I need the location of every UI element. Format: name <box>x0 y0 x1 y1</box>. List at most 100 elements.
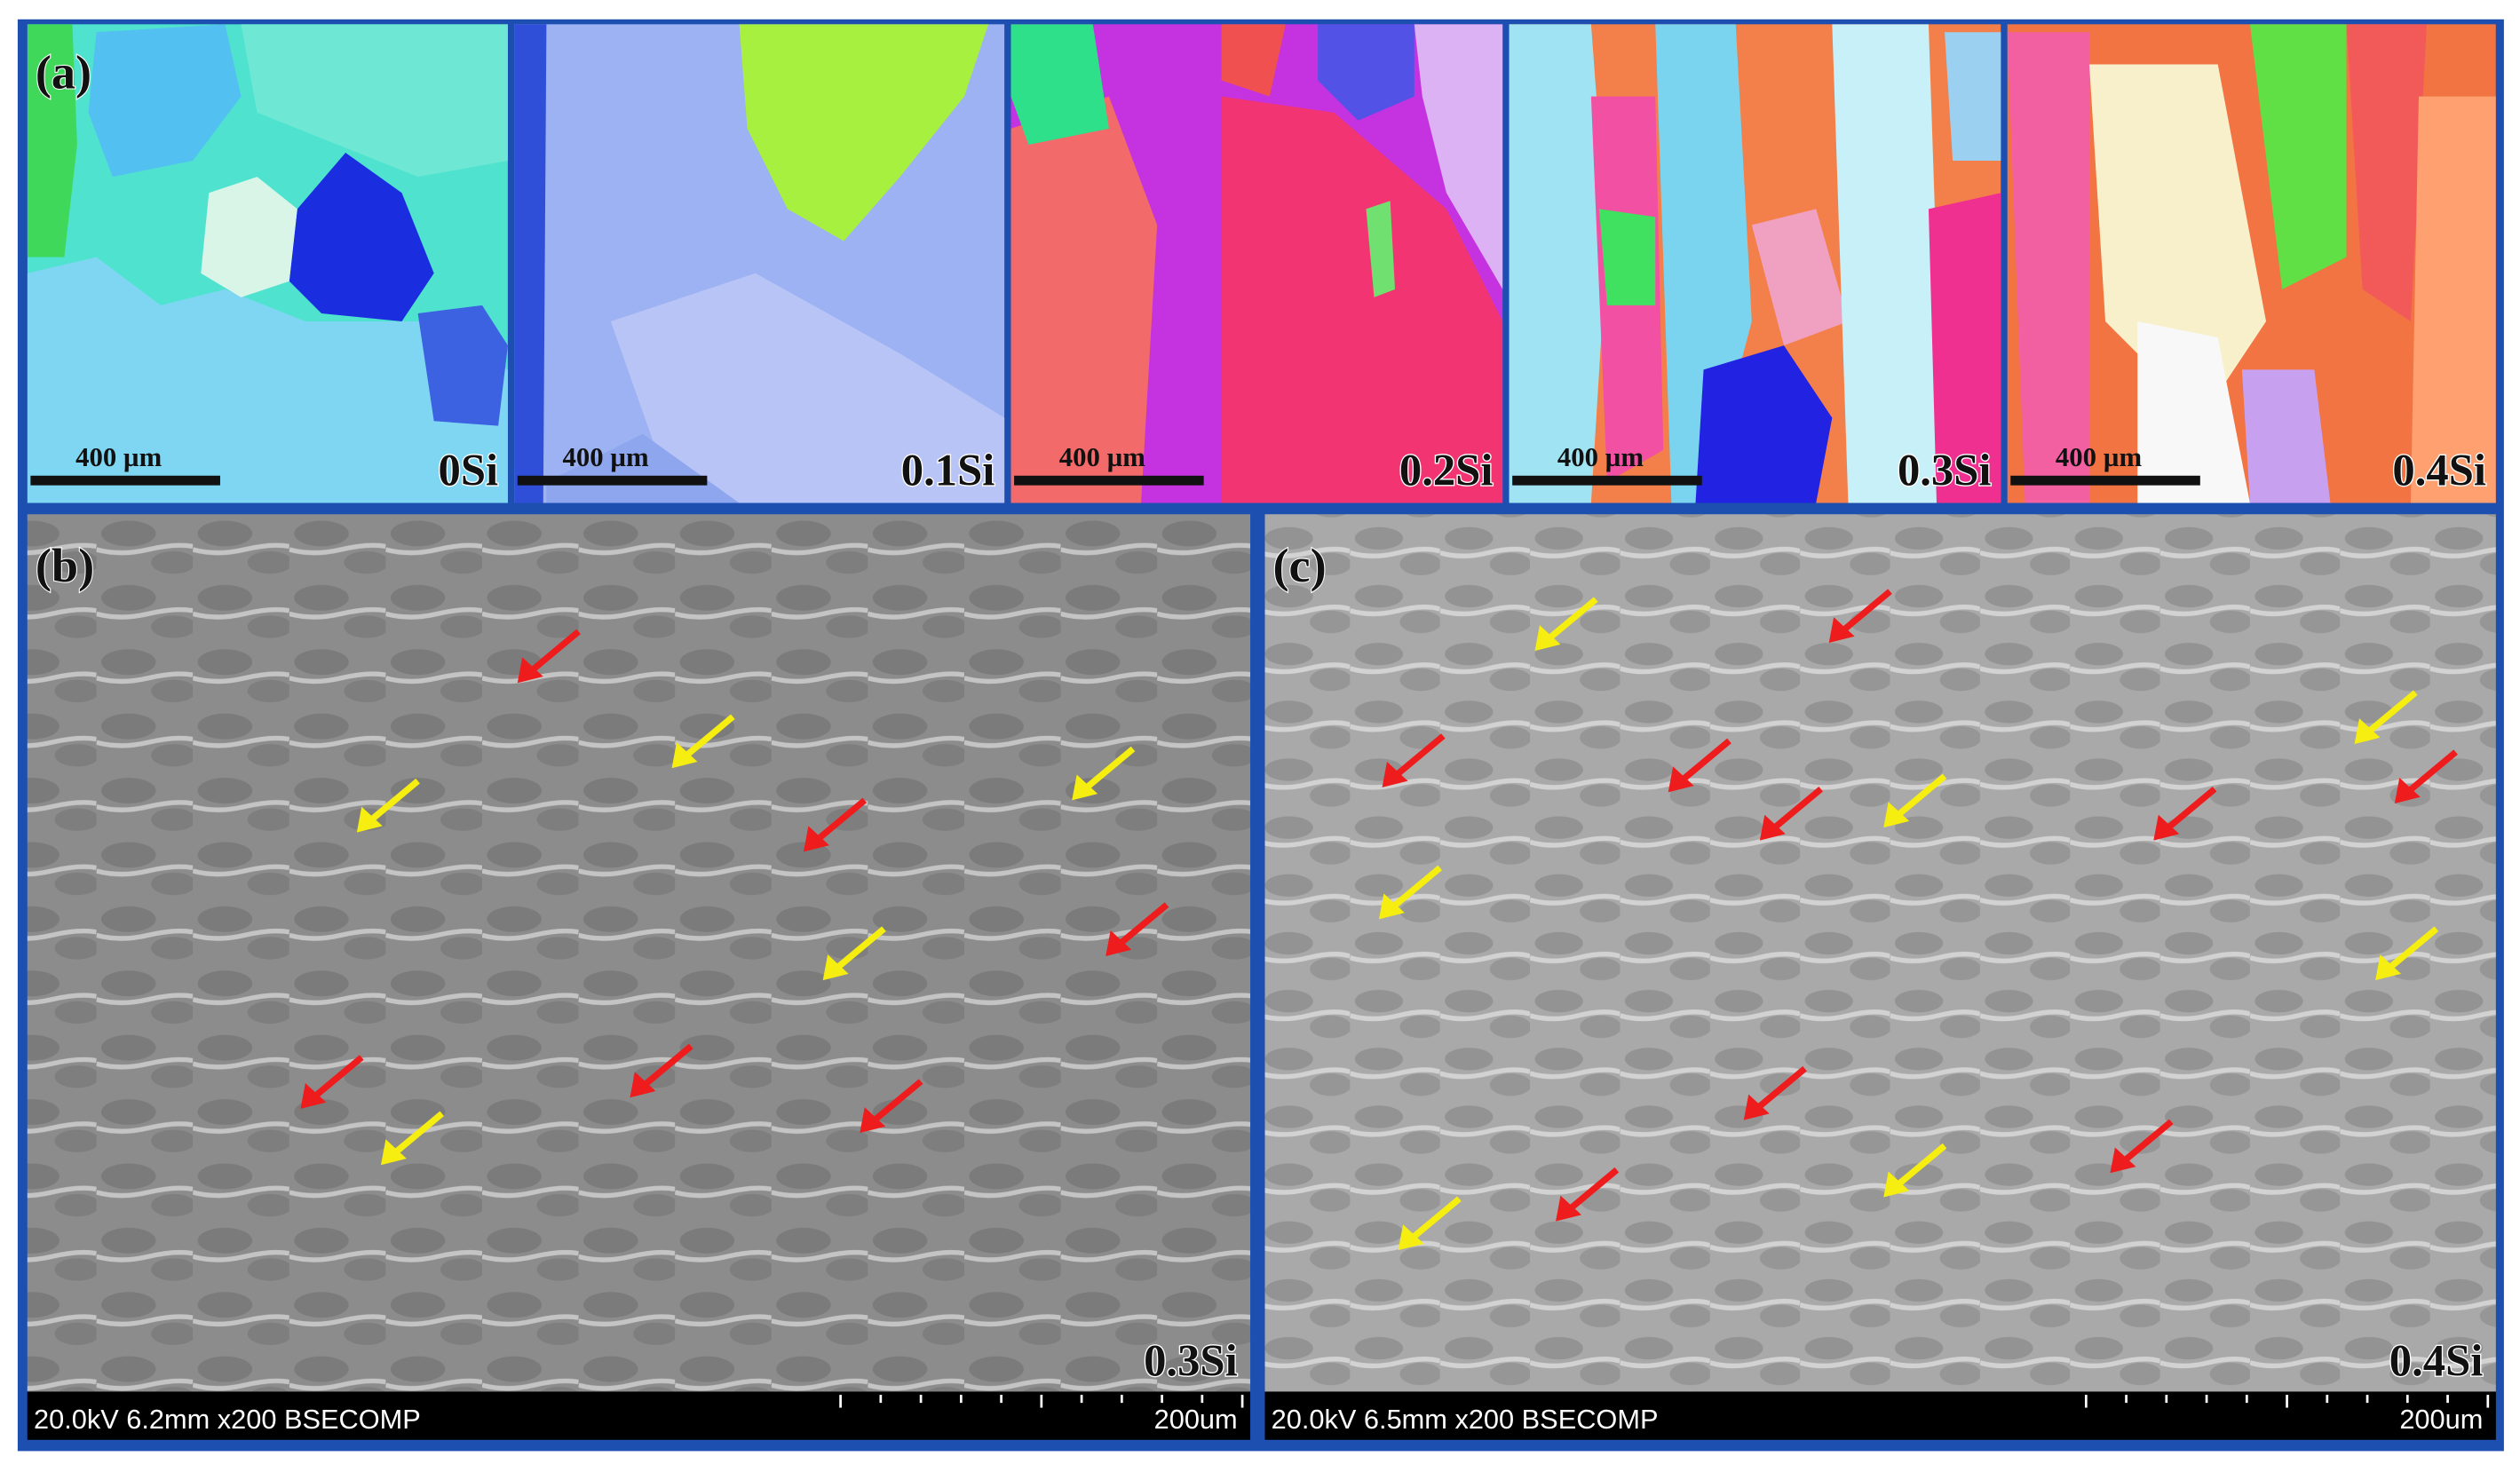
arrow-head <box>630 1072 656 1098</box>
arrow-shaft <box>1408 1196 1462 1242</box>
arrow-shaft <box>1566 1167 1620 1213</box>
arrow-head <box>803 826 829 852</box>
arrow-head <box>300 1082 327 1109</box>
grain <box>88 24 242 178</box>
grain <box>1221 96 1503 503</box>
grain <box>1414 24 1503 289</box>
info-bar <box>27 1391 1251 1440</box>
grain <box>1945 32 2001 162</box>
composition-label: 0.3Si <box>1898 446 1992 495</box>
arrow-head <box>380 1139 407 1166</box>
arrow-head <box>1883 802 1910 828</box>
arrow-shaft <box>1839 589 1892 635</box>
arrow-shaft <box>2405 749 2458 795</box>
arrow-shaft <box>2120 1119 2174 1165</box>
grain <box>1832 24 1945 503</box>
grain <box>2007 32 2089 503</box>
composition-label: 0.2Si <box>1399 446 1494 495</box>
arrow-head <box>1378 893 1405 920</box>
arrow-head <box>517 657 543 684</box>
arrow-head <box>1105 930 1132 956</box>
grain <box>1598 209 1656 305</box>
grain <box>2410 96 2496 503</box>
arrow-shaft <box>1116 902 1169 948</box>
arrow-shaft <box>640 1043 693 1089</box>
arrow-head <box>356 806 383 833</box>
ebsd-map <box>1010 24 1503 503</box>
arrow-shaft <box>1754 1065 1807 1112</box>
arrow-head <box>2110 1147 2136 1174</box>
arrow-shaft <box>814 797 868 843</box>
arrow-head <box>1556 1195 1581 1222</box>
scale-bar <box>1014 475 1204 486</box>
grain <box>546 433 740 503</box>
scale-bar <box>30 475 220 486</box>
arrow-shaft <box>833 926 886 972</box>
grain <box>1366 201 1396 297</box>
grain <box>2346 24 2428 322</box>
arrow-shaft <box>311 1055 364 1101</box>
grain <box>27 24 77 257</box>
grain <box>289 152 434 322</box>
panel-label: (a) <box>36 46 91 99</box>
arrow-shaft <box>1082 746 1136 792</box>
grain <box>1751 209 1849 346</box>
grain <box>1509 24 1607 503</box>
arrow-head <box>860 1107 886 1134</box>
composition-label: 0Si <box>439 446 499 495</box>
scale-bar-label: 400 µm <box>1557 442 1644 472</box>
composition-label: 0.4Si <box>2392 446 2486 495</box>
info-text: 20.0kV 6.2mm x200 BSECOMP <box>34 1404 421 1435</box>
scale-bar-label: 400 µm <box>2056 442 2143 472</box>
arrow-head <box>1398 1224 1424 1251</box>
arrow-head <box>1743 1094 1770 1120</box>
ebsd-map <box>2007 24 2496 503</box>
arrow-shaft <box>367 778 420 824</box>
composition-label: 0.1Si <box>901 446 995 495</box>
grain <box>241 24 508 178</box>
grain <box>201 177 297 297</box>
arrow-shaft <box>2164 786 2217 832</box>
arrow-shaft <box>1678 738 1732 784</box>
grain <box>1221 24 1286 97</box>
composition-label: 0.4Si <box>2389 1335 2484 1385</box>
panel-label: (c) <box>1272 539 1326 592</box>
arrow-head <box>2354 718 2381 745</box>
grain <box>2137 321 2250 503</box>
grain <box>1928 193 2001 503</box>
arrow-shaft <box>1894 773 1947 819</box>
arrow-head <box>1668 766 1694 793</box>
grain <box>1318 24 1415 121</box>
arrow-head <box>1534 625 1561 652</box>
arrow-shaft <box>1390 865 1443 911</box>
arrow-shaft <box>1771 786 1823 832</box>
ebsd-map <box>514 24 1005 503</box>
arrow-head <box>2394 778 2421 804</box>
grain <box>610 273 1005 503</box>
grain <box>417 305 508 426</box>
panel-divider <box>1250 507 1265 1446</box>
scale-bar-label: 400 µm <box>1059 442 1146 472</box>
arrow-shaft <box>2386 926 2439 972</box>
panel-label: (b) <box>36 539 94 592</box>
arrow-shaft <box>1894 1143 1947 1189</box>
arrow-shaft <box>1392 733 1446 780</box>
grain <box>1010 96 1158 503</box>
sem-image <box>27 514 1251 1392</box>
arrow-head <box>1382 761 1408 787</box>
info-scale: 200um <box>2399 1404 2483 1435</box>
grain <box>1695 345 1833 503</box>
grain <box>1010 24 1109 145</box>
scale-bar <box>2010 475 2200 486</box>
sem-image <box>1264 514 2496 1392</box>
arrow-head <box>822 954 849 981</box>
arrow-shaft <box>870 1079 923 1125</box>
arrow-head <box>1828 617 1855 644</box>
arrow-shaft <box>527 629 581 675</box>
arrow-shaft <box>1545 597 1598 643</box>
scale-bar <box>517 475 708 486</box>
arrow-head <box>1759 814 1786 841</box>
grain <box>2249 24 2347 289</box>
